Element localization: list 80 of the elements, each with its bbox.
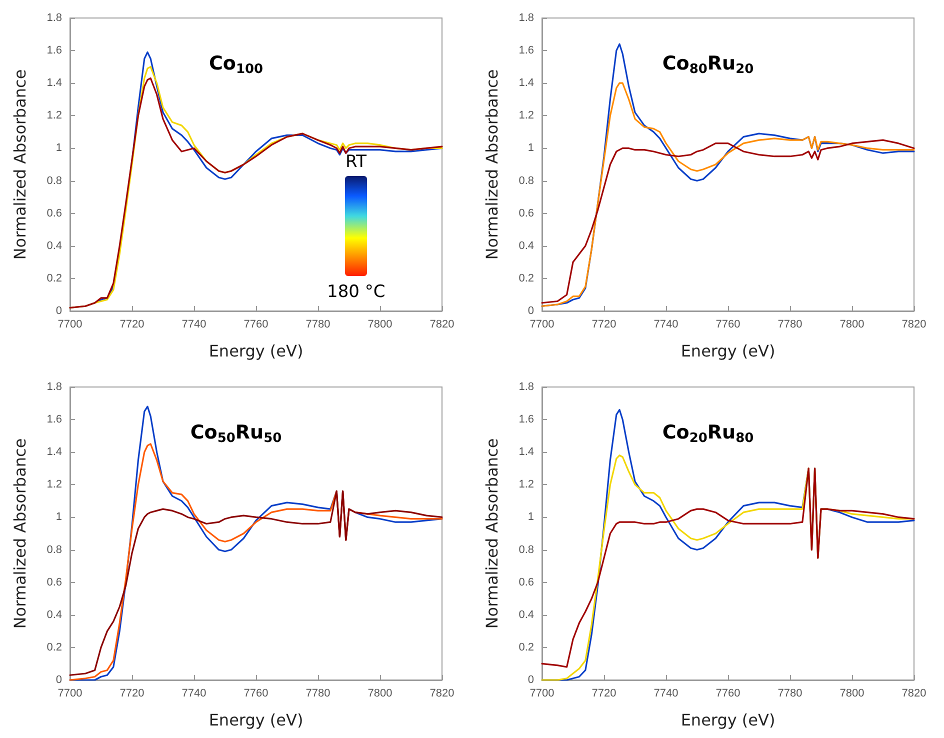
- y-tick-label: 1.2: [46, 110, 62, 122]
- x-axis-title: Energy (eV): [208, 710, 304, 730]
- y-tick-label: 1.8: [46, 381, 62, 393]
- x-tick-label: 7760: [244, 688, 268, 700]
- y-tick-label: 1.8: [46, 12, 62, 24]
- y-axis-title: Normalized Absorbance: [10, 69, 30, 260]
- y-tick-label: 0.4: [518, 608, 534, 621]
- y-tick-label: 1.6: [518, 414, 534, 426]
- y-tick-label: 0: [56, 305, 62, 317]
- x-axis-title: Energy (eV): [680, 342, 776, 360]
- y-tick-label: 0.2: [518, 272, 534, 284]
- y-tick-label: 1.4: [518, 446, 534, 458]
- y-tick-label: 0.2: [46, 641, 62, 654]
- y-tick-label: 1.4: [518, 77, 534, 90]
- x-tick-label: 7820: [902, 688, 926, 700]
- y-tick-label: 0: [528, 305, 534, 317]
- y-tick-label: 0.4: [46, 240, 62, 252]
- x-axis-title: Energy (eV): [680, 710, 776, 730]
- x-tick-label: 7700: [58, 318, 82, 330]
- y-axis-title: Normalized Absorbance: [10, 438, 30, 629]
- y-tick-label: 1: [528, 142, 534, 154]
- y-tick-label: 1.4: [46, 446, 62, 458]
- y-tick-label: 1.2: [518, 110, 534, 122]
- y-tick-label: 0.8: [46, 174, 62, 187]
- y-tick-label: 1.6: [46, 44, 62, 57]
- y-tick-label: 1.8: [518, 12, 534, 24]
- x-tick-label: 7820: [902, 318, 926, 330]
- x-tick-label: 7740: [654, 688, 678, 700]
- x-tick-label: 7720: [592, 318, 616, 330]
- y-tick-label: 1.2: [46, 478, 62, 491]
- x-tick-label: 7760: [716, 688, 740, 700]
- y-tick-label: 0: [528, 674, 534, 686]
- y-tick-label: 0.6: [518, 576, 534, 588]
- y-axis-title: Normalized Absorbance: [482, 438, 502, 629]
- y-tick-label: 0.6: [46, 207, 62, 220]
- x-tick-label: 7760: [716, 318, 740, 330]
- x-tick-label: 7780: [778, 318, 802, 330]
- y-tick-label: 0.2: [46, 272, 62, 284]
- x-tick-label: 7740: [182, 318, 206, 330]
- y-tick-label: 0.8: [518, 174, 534, 187]
- x-axis-title: Energy (eV): [208, 342, 304, 360]
- x-tick-label: 7780: [306, 318, 330, 330]
- x-tick-label: 7760: [244, 318, 268, 330]
- y-tick-label: 1.2: [518, 478, 534, 491]
- y-tick-label: 0.6: [518, 207, 534, 220]
- x-tick-label: 7720: [592, 688, 616, 700]
- x-tick-label: 7780: [306, 688, 330, 700]
- x-tick-label: 7780: [778, 688, 802, 700]
- y-tick-label: 0.4: [518, 240, 534, 252]
- x-tick-label: 7800: [368, 688, 392, 700]
- y-tick-label: 1.6: [518, 44, 534, 57]
- x-tick-label: 7700: [58, 688, 82, 700]
- x-tick-label: 7800: [840, 318, 864, 330]
- x-tick-label: 7700: [530, 688, 554, 700]
- y-tick-label: 0: [56, 674, 62, 686]
- y-tick-label: 1: [56, 511, 62, 524]
- y-tick-label: 0.8: [46, 544, 62, 556]
- x-tick-label: 7720: [120, 318, 144, 330]
- x-tick-label: 7700: [530, 318, 554, 330]
- y-tick-label: 0.4: [46, 608, 62, 621]
- y-tick-label: 1: [528, 511, 534, 524]
- annotation: RT: [346, 152, 366, 172]
- x-tick-label: 7800: [368, 318, 392, 330]
- y-tick-label: 1.4: [46, 77, 62, 90]
- x-tick-label: 7820: [430, 688, 454, 700]
- y-axis-title: Normalized Absorbance: [482, 69, 502, 260]
- y-tick-label: 1.8: [518, 381, 534, 393]
- x-tick-label: 7740: [654, 318, 678, 330]
- y-tick-label: 0.8: [518, 544, 534, 556]
- x-tick-label: 7820: [430, 318, 454, 330]
- annotation: 180 °C: [327, 282, 386, 302]
- line-series: [541, 139, 915, 304]
- y-tick-label: 1.6: [46, 414, 62, 426]
- y-tick-label: 0.2: [518, 641, 534, 654]
- y-tick-label: 0.6: [46, 576, 62, 588]
- x-tick-label: 7720: [120, 688, 144, 700]
- x-tick-label: 7800: [840, 688, 864, 700]
- x-tick-label: 7740: [182, 688, 206, 700]
- line-series: [69, 490, 443, 676]
- y-tick-label: 1: [56, 142, 62, 154]
